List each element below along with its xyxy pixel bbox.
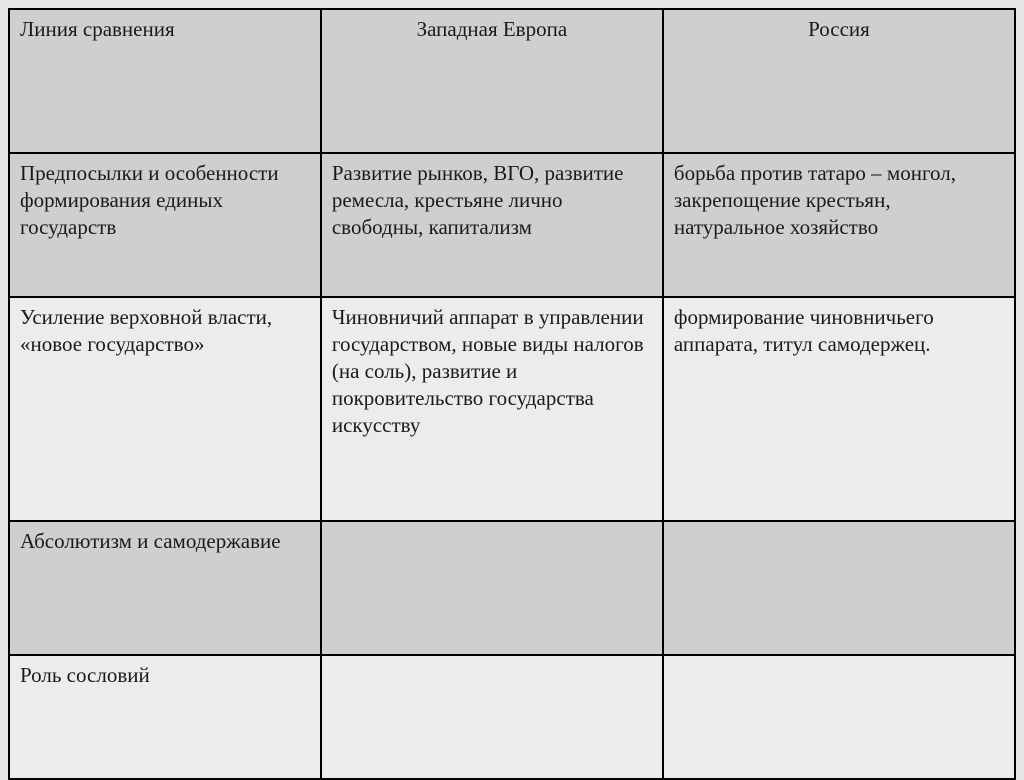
cell-r0-c0: Предпосылки и особенности формирования е… <box>9 153 321 297</box>
cell-r1-c0: Усиление верховной власти, «новое госуда… <box>9 297 321 521</box>
cell-r0-c2: борьба против татаро – монгол, закрепоще… <box>663 153 1015 297</box>
page: Линия сравнения Западная Европа Россия П… <box>0 0 1024 767</box>
table-row: Усиление верховной власти, «новое госуда… <box>9 297 1015 521</box>
cell-r2-c2 <box>663 521 1015 655</box>
cell-r3-c2 <box>663 655 1015 779</box>
table-row: Предпосылки и особенности формирования е… <box>9 153 1015 297</box>
cell-r3-c1 <box>321 655 663 779</box>
col-header-2: Россия <box>663 9 1015 153</box>
col-header-1: Западная Европа <box>321 9 663 153</box>
comparison-table: Линия сравнения Западная Европа Россия П… <box>8 8 1016 780</box>
table-row: Абсолютизм и самодержавие <box>9 521 1015 655</box>
cell-r1-c2: формирование чиновничьего аппарата, титу… <box>663 297 1015 521</box>
col-header-0: Линия сравнения <box>9 9 321 153</box>
cell-r3-c0: Роль сословий <box>9 655 321 779</box>
table-header-row: Линия сравнения Западная Европа Россия <box>9 9 1015 153</box>
cell-r2-c1 <box>321 521 663 655</box>
cell-r0-c1: Развитие рынков, ВГО, развитие ремесла, … <box>321 153 663 297</box>
cell-r2-c0: Абсолютизм и самодержавие <box>9 521 321 655</box>
table-row: Роль сословий <box>9 655 1015 779</box>
cell-r1-c1: Чиновничий аппарат в управлении государс… <box>321 297 663 521</box>
